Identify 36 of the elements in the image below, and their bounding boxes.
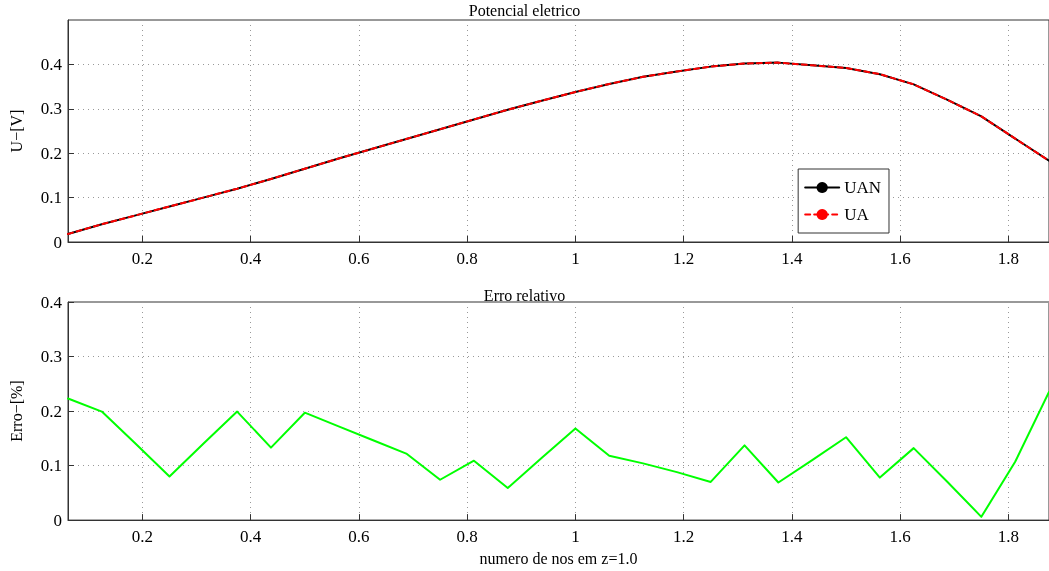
y-tick-label: 0.1 <box>40 456 62 476</box>
x-tick-label: 1.4 <box>781 249 804 268</box>
x-tick-label: 0.8 <box>456 249 478 268</box>
x-tick-label: 1.6 <box>889 527 911 547</box>
legend-label: UA <box>844 205 870 224</box>
y-tick-label: 0.3 <box>40 347 62 367</box>
x-tick-label: 0.8 <box>456 527 478 547</box>
y-tick-label: 0.4 <box>40 54 63 74</box>
x-tick-label: 1 <box>571 249 580 268</box>
x-tick-label: 0.4 <box>240 249 262 268</box>
y-tick-label: 0.4 <box>40 292 63 312</box>
x-tick-label: 0.4 <box>240 527 262 547</box>
x-tick-label: 0.6 <box>348 527 370 547</box>
y-tick-label: 0 <box>53 232 62 252</box>
y-tick-label: 0.1 <box>40 188 62 208</box>
x-tick-label: 1.2 <box>673 527 695 547</box>
x-tick-label: 1.8 <box>997 527 1020 547</box>
x-axis-title: numero de nos em z=1.0 <box>479 549 638 567</box>
chart-title: Potencial eletrico <box>468 1 581 19</box>
x-tick-label: 1.8 <box>997 249 1020 268</box>
x-tick-label: 0.2 <box>131 249 154 268</box>
y-tick-label: 0.2 <box>40 401 62 421</box>
x-tick-label: 1.6 <box>889 249 911 268</box>
x-tick-label: 1.2 <box>673 249 695 268</box>
x-tick-label: 1.4 <box>781 527 804 547</box>
legend-label: UAN <box>844 178 882 197</box>
x-tick-label: 0.6 <box>348 249 370 268</box>
chart-title: Erro relativo <box>483 286 566 304</box>
y-tick-label: 0.3 <box>40 99 62 119</box>
y-axis-title: U−[V] <box>7 109 25 153</box>
line-series <box>67 61 1049 236</box>
y-tick-label: 0 <box>53 510 62 530</box>
x-tick-label: 0.2 <box>131 527 154 547</box>
y-axis-title: Erro−[%] <box>7 380 25 442</box>
x-tick-label: 1 <box>571 527 580 547</box>
y-tick-label: 0.2 <box>40 143 62 163</box>
